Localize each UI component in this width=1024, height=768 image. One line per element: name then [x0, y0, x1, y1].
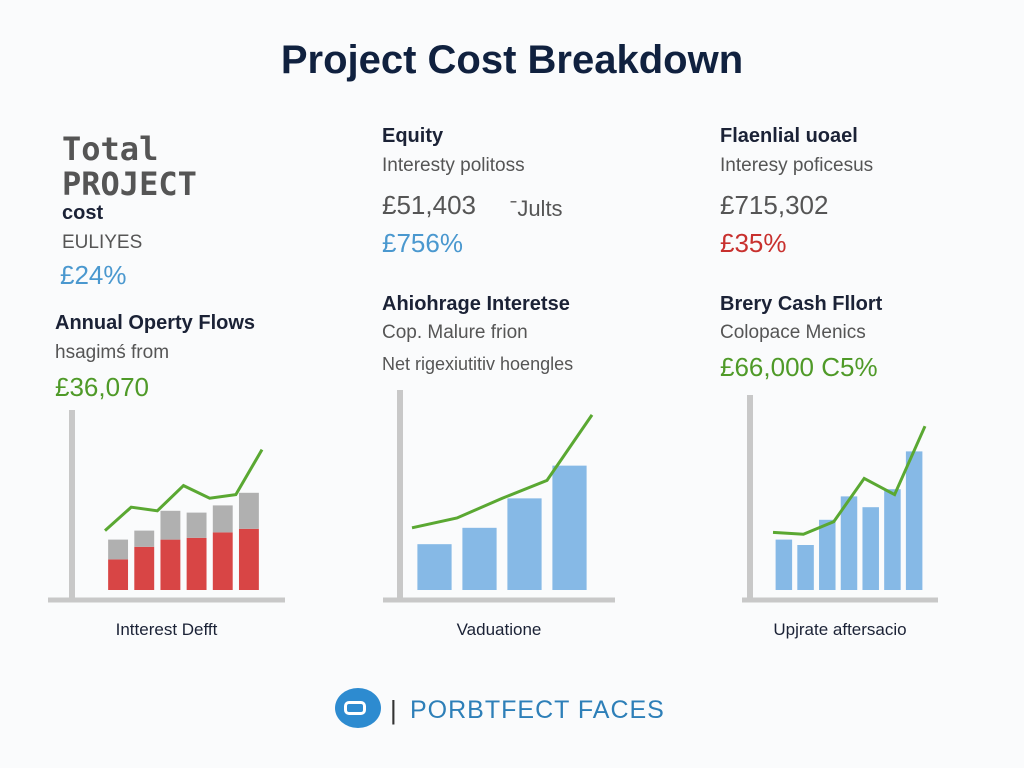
- label: Flaenlial uoael: [720, 125, 858, 147]
- label: Equity: [382, 125, 444, 147]
- caption: Intterest Defft: [116, 620, 218, 639]
- title: Project Cost Breakdown: [280, 38, 744, 82]
- bar: [884, 489, 901, 590]
- bar: [160, 510, 181, 540]
- label: Brery Cash Fllort: [720, 293, 883, 315]
- value: £756%: [382, 228, 463, 258]
- label: ˉJults: [510, 196, 563, 221]
- bar: [212, 505, 233, 533]
- line: [104, 448, 264, 532]
- bar: [108, 539, 129, 560]
- caption: Vaduatione: [457, 620, 542, 639]
- bar: [819, 519, 836, 590]
- value: £715,302: [720, 190, 829, 220]
- label: EULIYES: [62, 232, 143, 253]
- bar: [108, 559, 129, 590]
- value: £24%: [60, 260, 127, 290]
- bar: [134, 530, 155, 547]
- label: Interesty politoss: [382, 155, 525, 176]
- bar: [797, 545, 814, 590]
- bar: [462, 527, 497, 590]
- label: Cop. Malure frion: [382, 322, 528, 343]
- label: PROJECT: [62, 165, 197, 203]
- bar: [862, 507, 879, 590]
- label: Ahiohrage Interetse: [382, 293, 570, 315]
- brand: PORBTFECT FACES: [410, 696, 665, 724]
- bar: [212, 532, 233, 590]
- value: £36,070: [55, 372, 149, 402]
- bar: [905, 451, 923, 590]
- bar: [238, 492, 259, 529]
- bar: [238, 528, 259, 590]
- value: £51,403: [382, 190, 476, 220]
- bar: [186, 537, 207, 590]
- value: £66,000 C5%: [720, 352, 878, 382]
- bar: [417, 544, 452, 590]
- bar: [134, 546, 155, 590]
- separator: |: [390, 695, 397, 725]
- label: Total: [62, 130, 159, 168]
- caption: Upjrate aftersacio: [773, 620, 906, 639]
- bar: [775, 539, 793, 590]
- bar: [507, 498, 542, 590]
- label: cost: [62, 202, 104, 224]
- line: [411, 414, 594, 530]
- label: hsagimś from: [55, 342, 170, 363]
- label: Colopace Menics: [720, 322, 866, 343]
- bar: [552, 465, 587, 590]
- bar: [840, 496, 858, 590]
- label: Annual Operty Flows: [55, 312, 256, 334]
- label: Interesy poficesus: [720, 155, 874, 176]
- bar: [160, 539, 181, 590]
- value: £35%: [720, 228, 787, 258]
- line: [772, 425, 927, 536]
- bar: [186, 512, 207, 538]
- logo: [335, 688, 381, 728]
- label: Net rigexiutitiv hoengles: [382, 354, 574, 374]
